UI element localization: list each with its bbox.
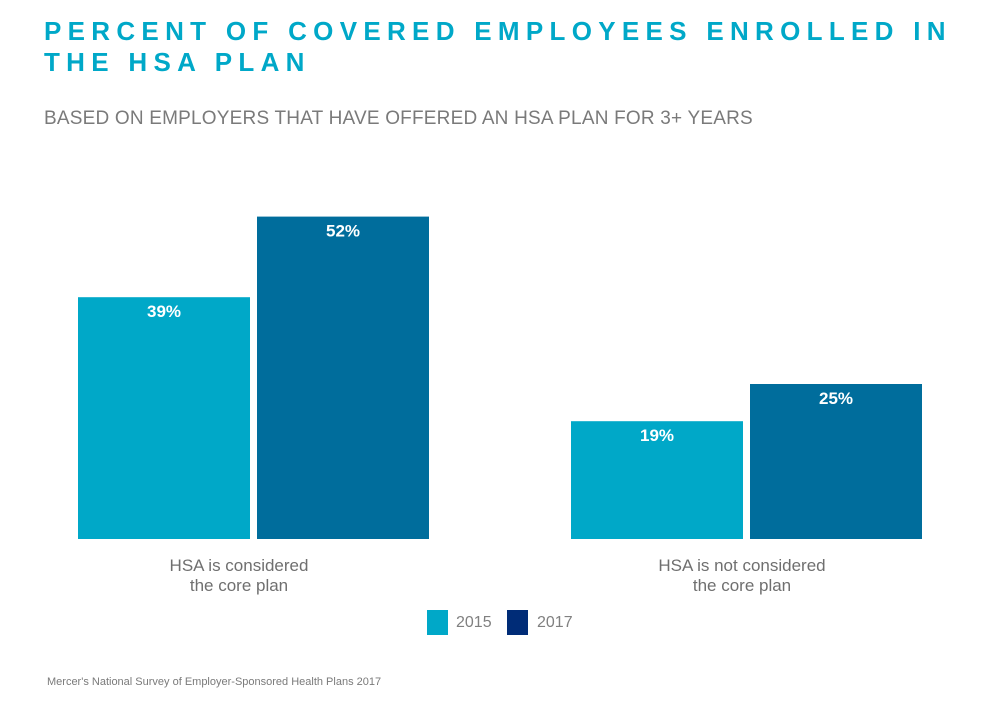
legend-swatch-2015 [427, 610, 448, 635]
category-label-line: the core plan [189, 576, 289, 595]
legend-label-2015: 2015 [456, 614, 492, 631]
legend-swatch-2017 [507, 610, 528, 635]
data-label: 19% [640, 426, 674, 445]
source-note: Mercer's National Survey of Employer-Spo… [47, 676, 382, 688]
category-label-line: HSA is not considered [658, 556, 826, 575]
data-label: 52% [326, 222, 360, 241]
chart-title: PERCENT OF COVERED EMPLOYEES ENROLLED IN… [44, 16, 952, 77]
category-label-line: HSA is considered [169, 556, 309, 575]
data-label: 25% [819, 389, 853, 408]
legend-label-2017: 2017 [537, 614, 573, 631]
category-label: HSA is not considered the core plan [612, 556, 872, 596]
data-label: 39% [147, 302, 181, 321]
chart-subtitle: BASED ON EMPLOYERS THAT HAVE OFFERED AN … [44, 108, 753, 129]
bar-2015-2 [571, 421, 743, 539]
bar-2017-1 [257, 216, 429, 539]
bar-2017-2 [750, 384, 922, 539]
category-label: HSA is considered the core plan [109, 556, 369, 596]
category-label-line: the core plan [692, 576, 792, 595]
bar-2015-1 [78, 297, 250, 539]
